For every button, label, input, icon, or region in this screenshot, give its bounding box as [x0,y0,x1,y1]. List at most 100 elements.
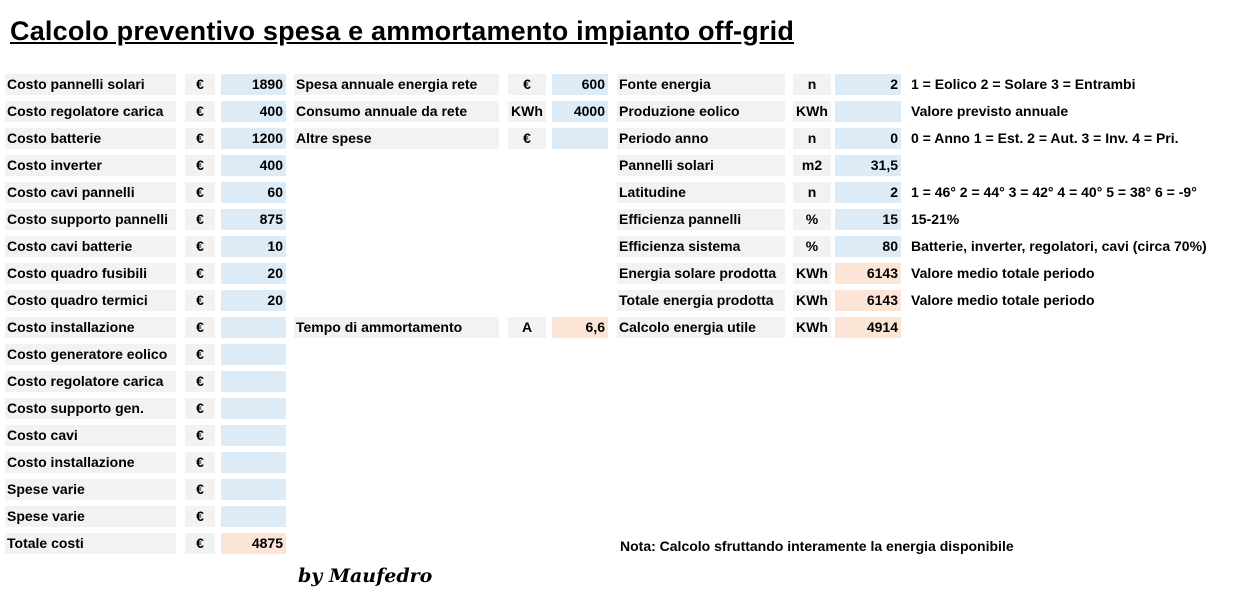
cost-value-input[interactable] [221,479,286,500]
energy-note [909,155,1239,176]
energy-value-input[interactable]: 80 [835,236,901,257]
cost-label: Costo installazione [5,452,176,473]
energy-note: Valore previsto annuale [911,103,1069,119]
energy-unit: n [793,128,831,149]
energy-label: Efficienza sistema [617,236,785,257]
energy-value-input[interactable]: 2 [835,74,901,95]
cost-label: Totale costi [5,533,176,554]
cost-label: Costo cavi pannelli [5,182,176,203]
cost-label: Spese varie [5,506,176,527]
cost-value-input[interactable] [221,398,286,419]
cost-value-input[interactable] [221,452,286,473]
energy-value-input[interactable]: 0 [835,128,901,149]
page-title: Calcolo preventivo spesa e ammortamento … [10,16,795,46]
energy-unit: KWh [793,263,831,284]
cost-label: Spese varie [5,479,176,500]
energy-unit: n [793,74,831,95]
cost-value-input[interactable] [221,506,286,527]
cost-label: Costo cavi [5,425,176,446]
cost-value-input[interactable]: 400 [221,155,286,176]
expense-label: Altre spese [294,128,499,149]
cost-value-input[interactable]: 60 [221,182,286,203]
cost-value-input[interactable]: 1890 [221,74,286,95]
energy-note [909,317,1239,338]
expense-label: Spesa annuale energia rete [294,74,499,95]
energy-output-value: 6143 [835,290,901,311]
cost-unit: € [185,452,215,473]
energy-unit: KWh [793,317,831,338]
energy-label: Produzione eolico [617,101,785,122]
cost-label: Costo regolatore carica [5,101,176,122]
energy-note: 0 = Anno 1 = Est. 2 = Aut. 3 = Inv. 4 = … [911,130,1179,146]
cost-label: Costo installazione [5,317,176,338]
energy-output-value: 6143 [835,263,901,284]
energy-output-value: 4914 [835,317,901,338]
expense-unit: € [508,128,546,149]
cost-value-input[interactable] [221,425,286,446]
energy-note: Batterie, inverter, regolatori, cavi (ci… [911,238,1207,254]
energy-value-input[interactable]: 31,5 [835,155,901,176]
footnote: Nota: Calcolo sfruttando interamente la … [620,538,1014,554]
energy-label: Latitudine [617,182,785,203]
cost-value-input[interactable] [221,371,286,392]
cost-unit: € [185,74,215,95]
energy-label: Totale energia prodotta [617,290,785,311]
energy-label: Efficienza pannelli [617,209,785,230]
cost-label: Costo inverter [5,155,176,176]
cost-label: Costo batterie [5,128,176,149]
energy-note: Valore medio totale periodo [911,265,1095,281]
energy-unit: m2 [793,155,831,176]
cost-unit: € [185,533,215,554]
total-costs-value: 4875 [221,533,286,554]
cost-label: Costo quadro termici [5,290,176,311]
cost-value-input[interactable]: 20 [221,290,286,311]
expense-value-input[interactable]: 600 [552,74,608,95]
expense-value-input[interactable] [552,128,608,149]
energy-note: 1 = 46° 2 = 44° 3 = 42° 4 = 40° 5 = 38° … [911,184,1197,200]
cost-unit: € [185,128,215,149]
amortization-label: Tempo di ammortamento [294,317,499,338]
cost-unit: € [185,155,215,176]
cost-label: Costo quadro fusibili [5,263,176,284]
energy-unit: % [793,236,831,257]
cost-value-input[interactable]: 10 [221,236,286,257]
cost-unit: € [185,263,215,284]
cost-value-input[interactable]: 20 [221,263,286,284]
cost-unit: € [185,506,215,527]
energy-value-input[interactable] [835,101,901,122]
energy-label: Pannelli solari [617,155,785,176]
expense-unit: € [508,74,546,95]
cost-label: Costo cavi batterie [5,236,176,257]
expense-value-input[interactable]: 4000 [552,101,608,122]
energy-label: Calcolo energia utile [617,317,785,338]
energy-unit: KWh [793,290,831,311]
cost-unit: € [185,236,215,257]
expense-unit: KWh [508,101,546,122]
energy-label: Fonte energia [617,74,785,95]
amortization-value: 6,6 [552,317,608,338]
cost-unit: € [185,371,215,392]
cost-value-input[interactable] [221,344,286,365]
energy-label: Periodo anno [617,128,785,149]
cost-label: Costo regolatore carica [5,371,176,392]
energy-unit: KWh [793,101,831,122]
cost-value-input[interactable]: 875 [221,209,286,230]
energy-note: 15-21% [911,211,960,227]
energy-value-input[interactable]: 15 [835,209,901,230]
cost-label: Costo generatore eolico [5,344,176,365]
cost-value-input[interactable]: 400 [221,101,286,122]
cost-value-input[interactable]: 1200 [221,128,286,149]
cost-unit: € [185,101,215,122]
cost-unit: € [185,182,215,203]
amortization-unit: A [508,317,546,338]
cost-value-input[interactable] [221,317,286,338]
cost-label: Costo pannelli solari [5,74,176,95]
cost-unit: € [185,344,215,365]
cost-unit: € [185,479,215,500]
energy-note: 1 = Eolico 2 = Solare 3 = Entrambi [911,76,1136,92]
energy-label: Energia solare prodotta [617,263,785,284]
energy-value-input[interactable]: 2 [835,182,901,203]
cost-unit: € [185,317,215,338]
energy-unit: n [793,182,831,203]
cost-unit: € [185,398,215,419]
